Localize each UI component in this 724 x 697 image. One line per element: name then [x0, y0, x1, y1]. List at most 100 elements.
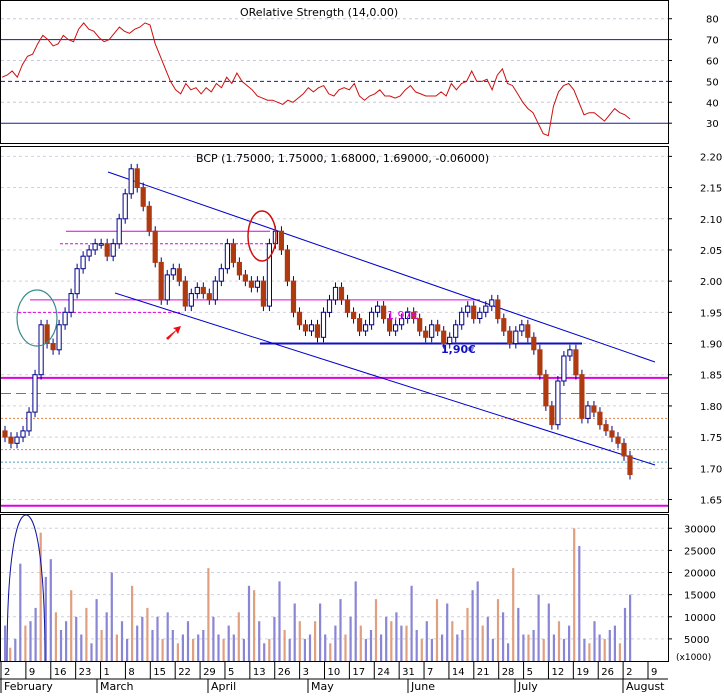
candle-up [68, 293, 74, 313]
candle-down [314, 324, 321, 338]
rsi-tick-label: 60 [706, 57, 719, 68]
volume-bar [542, 638, 545, 661]
volume-bar [451, 621, 454, 661]
volume-bar [303, 638, 306, 661]
price-tick-label: 1.85 [700, 371, 722, 382]
candle-down [543, 374, 549, 407]
volume-bar [197, 634, 200, 661]
volume-bar [212, 616, 215, 661]
candle-down [248, 280, 255, 288]
volume-bar [222, 638, 225, 661]
volume-bar [618, 643, 621, 661]
candle-down [278, 230, 284, 251]
volume-bar [39, 532, 42, 661]
candle-up [519, 324, 525, 332]
candle-up [561, 355, 567, 382]
volume-bar [400, 625, 403, 661]
candle-up [399, 318, 405, 326]
candle-down [549, 405, 555, 426]
volume-bar [192, 638, 195, 661]
price-panel-frame [0, 146, 669, 513]
volume-bar [461, 630, 464, 661]
candle-up [26, 411, 32, 432]
candle-up [489, 299, 495, 307]
volume-bar [608, 630, 611, 661]
volume-bar [202, 630, 205, 661]
month-label: May [311, 680, 334, 693]
candle-up [212, 280, 218, 301]
candle-up [254, 280, 261, 288]
day-tick-label: 3 [303, 667, 309, 678]
volume-bar [486, 616, 489, 661]
volume-bar [115, 634, 118, 661]
volume-bar [141, 616, 144, 661]
candle-up [405, 311, 411, 319]
volume-bar [288, 638, 291, 661]
candle-down [597, 411, 603, 426]
price-tick-label: 1.90 [700, 340, 722, 351]
candle-down [206, 293, 212, 301]
candle-down [573, 349, 579, 376]
volume-bar [247, 585, 251, 661]
volume-bar [263, 643, 266, 661]
day-tick-label: 31 [402, 667, 415, 678]
month-label: April [211, 680, 236, 693]
volume-bar [481, 625, 484, 661]
candle-down [627, 455, 633, 475]
candle-down [176, 268, 182, 282]
volume-bar [502, 612, 505, 661]
volume-bar [176, 643, 179, 661]
candle-down [621, 442, 627, 457]
candle-up [555, 380, 561, 426]
channel-lower-line [114, 292, 656, 466]
volume-tick-label: 10000 [684, 613, 716, 624]
candle-down [338, 286, 345, 301]
candle-down [242, 274, 249, 282]
volume-bar [425, 621, 428, 661]
price-tick-label: 2.00 [700, 277, 722, 288]
volume-bar [258, 621, 261, 661]
candle-up [369, 311, 375, 326]
candle-down [302, 324, 309, 332]
volume-bar [126, 638, 129, 661]
candle-down [50, 343, 56, 351]
volume-bar [410, 585, 413, 661]
volume-bar [131, 585, 134, 661]
volume-bar [75, 616, 78, 661]
volume-bar [430, 638, 433, 661]
candle-up [92, 243, 98, 251]
day-tick-label: 7 [427, 667, 433, 678]
day-tick-label: 23 [79, 667, 92, 678]
candle-up [56, 324, 62, 351]
candle-up [308, 324, 315, 332]
candle-down [344, 299, 351, 313]
month-label: February [4, 680, 53, 693]
candle-up [74, 268, 80, 295]
volume-bar [588, 643, 591, 661]
candle-up [429, 324, 435, 338]
day-tick-label: 17 [352, 667, 365, 678]
candle-up [194, 286, 200, 295]
candle-down [579, 374, 585, 419]
price-layer: 1.65 1.70 1.75 1.80 1.85 1.90 1.95 2.00 2.05 2.10… [1, 152, 722, 507]
volume-bar [466, 607, 469, 661]
candle-up [20, 430, 26, 438]
volume-bar [9, 647, 12, 661]
price-tick-label: 1.70 [700, 464, 722, 475]
candle-up [483, 305, 489, 313]
day-tick-label: 24 [377, 667, 390, 678]
volume-bar [603, 638, 606, 661]
volume-bar [146, 607, 149, 661]
volume-bar [349, 616, 352, 661]
candle-down [260, 280, 266, 307]
day-tick-label: 5 [527, 667, 533, 678]
volume-bar [217, 634, 220, 661]
candle-down [140, 187, 146, 207]
volume-bar [359, 625, 362, 661]
volume-bar [59, 630, 63, 661]
day-tick-label: 9 [29, 667, 35, 678]
candle-down [471, 305, 477, 320]
day-tick-label: 2 [4, 667, 10, 678]
volume-bar [151, 630, 154, 661]
